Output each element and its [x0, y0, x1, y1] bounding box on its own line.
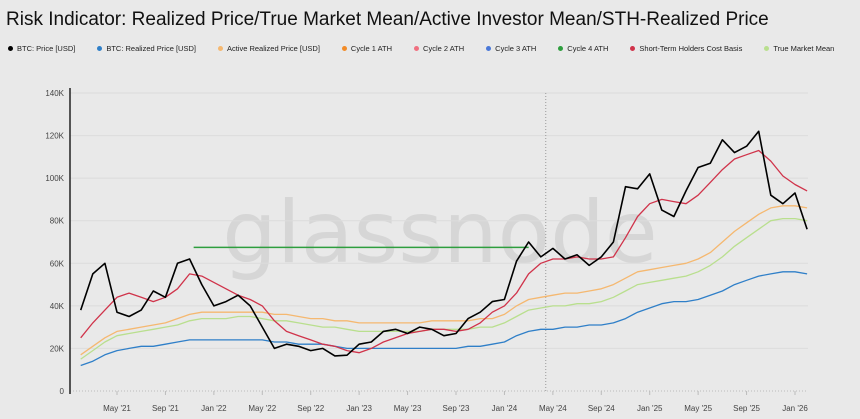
x-tick-label: Jan '24	[492, 404, 518, 413]
x-tick-label: May '23	[394, 404, 422, 413]
x-tick-label: May '25	[684, 404, 712, 413]
legend-item[interactable]: Cycle 4 ATH	[558, 44, 608, 53]
chart-title: Risk Indicator: Realized Price/True Mark…	[6, 9, 769, 30]
legend-item[interactable]: True Market Mean	[764, 44, 834, 53]
legend-label: Cycle 1 ATH	[350, 44, 393, 53]
legend-marker	[414, 46, 420, 51]
y-tick-label: 20K	[50, 344, 65, 353]
y-tick-label: 80K	[50, 217, 65, 226]
legend-marker	[764, 46, 770, 51]
legend-label: BTC: Price [USD]	[17, 44, 76, 53]
legend-label: True Market Mean	[773, 44, 835, 53]
series-line-active-realized-price	[80, 205, 808, 356]
x-tick-label: May '24	[539, 404, 567, 413]
legend-item[interactable]: Cycle 1 ATH	[341, 44, 393, 53]
x-tick-label: May '21	[103, 404, 131, 413]
x-tick-label: Sep '24	[588, 404, 615, 413]
legend-marker	[630, 46, 636, 51]
legend-item[interactable]: Cycle 2 ATH	[414, 44, 464, 53]
x-tick-label: May '22	[248, 404, 276, 413]
x-tick-label: Jan '25	[637, 404, 663, 413]
legend-label: BTC: Realized Price [USD]	[106, 44, 196, 53]
y-tick-label: 100K	[45, 174, 64, 183]
legend-marker	[8, 46, 13, 51]
legend: BTC: Price [USD] BTC: Realized Price [USD…	[8, 44, 856, 53]
legend-item[interactable]: BTC: Realized Price [USD]	[97, 44, 196, 53]
legend-marker	[486, 46, 492, 51]
series-line-btc-price	[79, 130, 808, 357]
legend-marker	[217, 46, 223, 51]
legend-item[interactable]: BTC: Price [USD]	[8, 44, 75, 53]
legend-label: Short-Term Holders Cost Basis	[639, 44, 743, 53]
watermark-logo: glassnode	[222, 183, 657, 283]
legend-item[interactable]: Active Realized Price [USD]	[217, 44, 320, 53]
y-tick-label: 120K	[45, 132, 64, 141]
legend-label: Cycle 2 ATH	[423, 44, 465, 53]
series-line-sth-cost-basis	[80, 149, 808, 354]
y-tick-label: 0	[60, 387, 65, 396]
x-tick-label: Sep '25	[733, 404, 760, 413]
y-tick-label: 40K	[50, 302, 65, 311]
x-tick-label: Sep '22	[297, 404, 324, 413]
x-tick-label: Jan '22	[201, 404, 227, 413]
x-tick-label: Sep '23	[443, 404, 470, 413]
x-tick-label: Sep '21	[152, 404, 179, 413]
legend-marker	[558, 46, 564, 51]
x-tick-label: Jan '23	[346, 404, 372, 413]
legend-item[interactable]: Short-Term Holders Cost Basis	[630, 44, 742, 53]
legend-label: Cycle 3 ATH	[495, 44, 537, 53]
legend-marker	[97, 46, 103, 51]
y-tick-label: 140K	[45, 89, 64, 98]
x-tick-label: Jan '26	[782, 404, 808, 413]
legend-item[interactable]: Cycle 3 ATH	[486, 44, 536, 53]
y-tick-label: 60K	[50, 259, 65, 268]
legend-marker	[341, 46, 347, 51]
series-line-btc-realized-price	[80, 271, 808, 367]
legend-label: Active Realized Price [USD]	[226, 44, 320, 53]
legend-label: Cycle 4 ATH	[567, 44, 609, 53]
